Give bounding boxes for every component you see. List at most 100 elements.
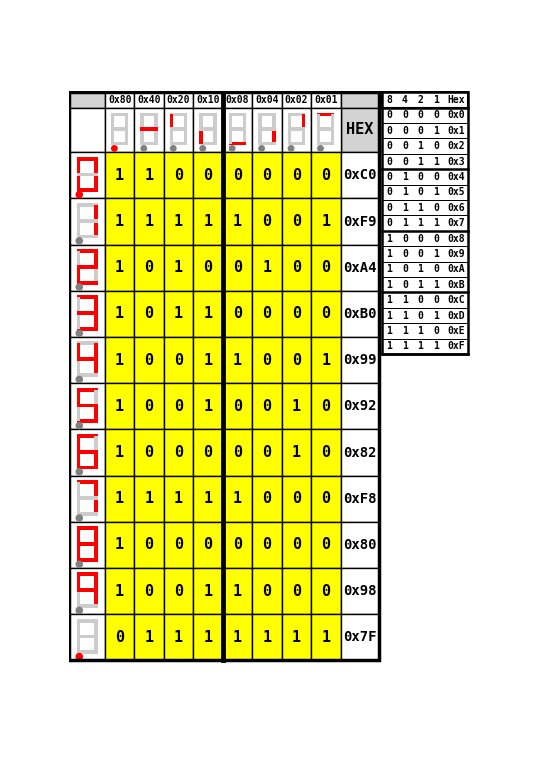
Bar <box>134 107 164 152</box>
Text: 0: 0 <box>386 203 392 213</box>
Text: 1: 1 <box>402 295 408 305</box>
Bar <box>164 92 193 107</box>
Bar <box>340 107 379 152</box>
Bar <box>243 114 246 129</box>
Text: 0x80: 0x80 <box>108 95 132 105</box>
Text: 0xB0: 0xB0 <box>343 307 376 321</box>
Bar <box>69 568 105 614</box>
Text: 0: 0 <box>321 168 330 183</box>
Text: 0: 0 <box>174 353 183 368</box>
Bar <box>77 591 81 606</box>
Bar <box>381 139 469 154</box>
Circle shape <box>318 146 323 151</box>
Bar <box>258 114 261 129</box>
Text: 0x6: 0x6 <box>447 203 465 213</box>
Bar <box>105 92 134 107</box>
Bar <box>94 405 98 421</box>
Bar <box>381 246 469 261</box>
Bar <box>252 92 282 107</box>
Bar <box>199 113 216 116</box>
Text: 0: 0 <box>174 584 183 599</box>
Text: 0: 0 <box>386 218 392 228</box>
Bar <box>77 542 98 546</box>
Bar <box>125 114 128 129</box>
Text: 0x5: 0x5 <box>447 187 465 197</box>
Text: 1: 1 <box>115 168 124 183</box>
Text: 0: 0 <box>386 156 392 167</box>
Bar <box>170 113 187 116</box>
Bar <box>288 113 305 116</box>
Bar <box>134 245 164 291</box>
Text: 0: 0 <box>115 630 124 645</box>
Bar <box>134 475 164 522</box>
Bar <box>311 614 340 661</box>
Text: 1: 1 <box>386 233 392 244</box>
Bar <box>311 522 340 568</box>
Bar <box>193 337 222 383</box>
Bar <box>381 338 469 354</box>
Text: 1: 1 <box>433 341 439 351</box>
Text: 0: 0 <box>418 172 423 182</box>
Bar <box>311 291 340 337</box>
Text: 1: 1 <box>262 261 271 275</box>
Bar <box>69 245 105 291</box>
Bar <box>170 129 173 144</box>
Bar <box>164 383 193 430</box>
Bar <box>252 291 282 337</box>
Bar <box>311 92 340 107</box>
Text: 0: 0 <box>174 168 183 183</box>
Bar <box>69 92 379 661</box>
Text: 0x7F: 0x7F <box>343 630 376 645</box>
Text: 0: 0 <box>145 353 153 368</box>
Text: 0: 0 <box>418 310 423 321</box>
Bar <box>199 129 203 144</box>
Bar <box>381 293 469 308</box>
Text: 0x3: 0x3 <box>447 156 465 167</box>
Bar <box>94 221 98 236</box>
Bar <box>69 92 105 107</box>
Bar <box>77 389 81 405</box>
Circle shape <box>76 238 82 244</box>
Bar <box>77 267 81 283</box>
Text: 8: 8 <box>386 95 392 105</box>
Bar <box>213 129 216 144</box>
Text: 1: 1 <box>418 326 423 336</box>
Circle shape <box>76 607 82 613</box>
Circle shape <box>230 146 235 151</box>
Bar <box>77 327 98 331</box>
Bar <box>134 92 164 107</box>
Bar <box>77 205 81 221</box>
Text: 0x20: 0x20 <box>167 95 190 105</box>
Text: 0: 0 <box>262 306 271 322</box>
Bar <box>331 129 334 144</box>
Bar <box>199 142 216 146</box>
Text: 0: 0 <box>292 353 301 368</box>
Text: 1: 1 <box>433 249 439 259</box>
Text: 1: 1 <box>418 280 423 290</box>
Bar <box>164 337 193 383</box>
Text: 1: 1 <box>233 214 242 229</box>
Text: 0xC: 0xC <box>447 295 465 305</box>
Bar <box>111 113 128 116</box>
Bar <box>193 568 222 614</box>
Bar <box>340 245 379 291</box>
Text: 0xA4: 0xA4 <box>343 261 376 275</box>
Bar <box>252 383 282 430</box>
Bar <box>381 169 469 184</box>
Bar <box>77 188 98 192</box>
Bar <box>193 107 222 152</box>
Text: 1: 1 <box>233 353 242 368</box>
Text: 1: 1 <box>115 584 124 599</box>
Circle shape <box>288 146 294 151</box>
Bar <box>193 522 222 568</box>
Text: 1: 1 <box>115 214 124 229</box>
Bar <box>69 430 105 475</box>
Bar <box>134 152 164 198</box>
Text: 0: 0 <box>321 537 330 552</box>
Text: 1: 1 <box>386 326 392 336</box>
Bar <box>94 482 98 498</box>
Bar <box>222 568 252 614</box>
Text: 0x80: 0x80 <box>343 538 376 552</box>
Bar <box>77 357 98 361</box>
Bar <box>184 129 187 144</box>
